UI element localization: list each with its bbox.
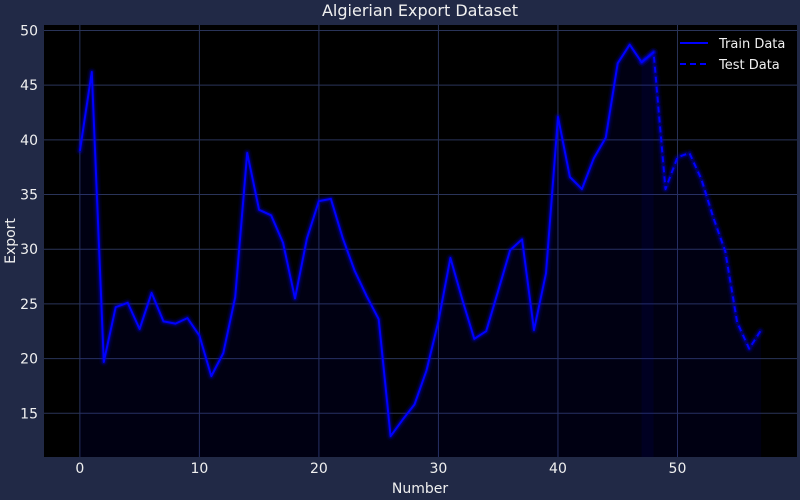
y-tick-label: 15: [20, 406, 38, 422]
y-tick-label: 40: [20, 133, 38, 149]
x-tick-label: 40: [549, 461, 567, 477]
legend-label: Train Data: [718, 37, 785, 52]
chart-title: Algierian Export Dataset: [322, 1, 518, 20]
x-axis-label: Number: [392, 481, 448, 497]
tick-labels: 0 10 20 30 40 50 15 20 25 30 35 40 45 50: [20, 23, 686, 477]
y-tick-label: 50: [20, 23, 38, 39]
y-axis-label: Export: [3, 218, 19, 264]
y-tick-label: 35: [20, 188, 38, 204]
train-data-line: [78, 43, 655, 438]
y-tick-label: 30: [20, 242, 38, 258]
grid: [44, 25, 797, 457]
x-tick-label: 30: [430, 461, 448, 477]
y-tick-label: 25: [20, 297, 38, 313]
series-glow: [637, 47, 766, 354]
series-glow: [638, 49, 765, 352]
legend-label: Test Data: [718, 58, 780, 73]
series-lines: [75, 40, 766, 441]
y-tick-label: 45: [20, 78, 38, 94]
y-tick-label: 20: [20, 352, 38, 368]
x-tick-label: 20: [310, 461, 328, 477]
legend: Train Data Test Data: [680, 37, 785, 73]
x-tick-label: 10: [190, 461, 208, 477]
series-glow: [639, 50, 764, 351]
x-tick-label: 50: [669, 461, 687, 477]
series-area-fill: [641, 52, 762, 458]
x-tick-label: 0: [75, 461, 84, 477]
